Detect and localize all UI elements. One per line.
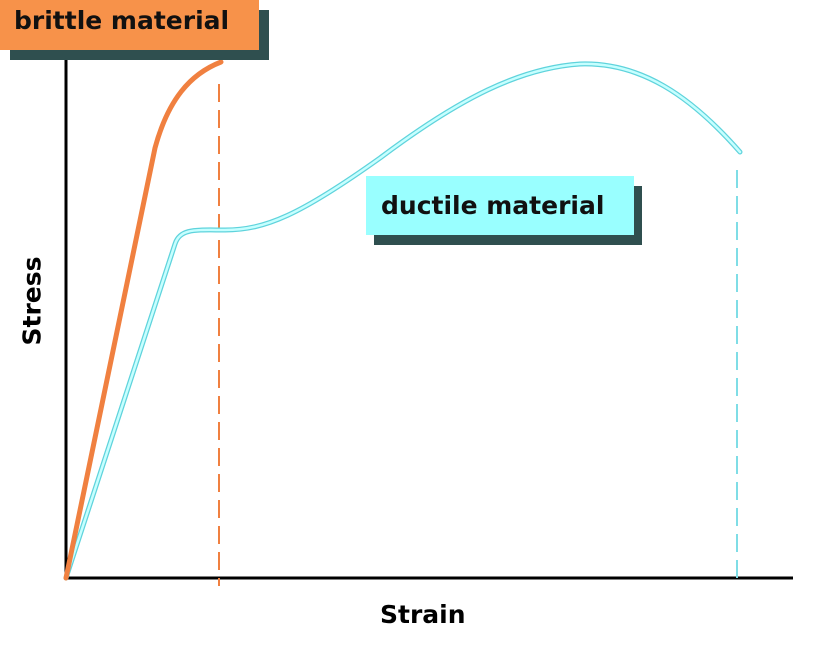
brittle-curve	[63, 59, 224, 581]
ductile-material-label: ductile material	[366, 176, 634, 235]
brittle-material-label: brittle material	[0, 0, 259, 50]
y-axis-label: Stress	[17, 256, 47, 346]
x-axis-label: Strain	[380, 600, 466, 629]
ductile-curve	[64, 62, 742, 580]
